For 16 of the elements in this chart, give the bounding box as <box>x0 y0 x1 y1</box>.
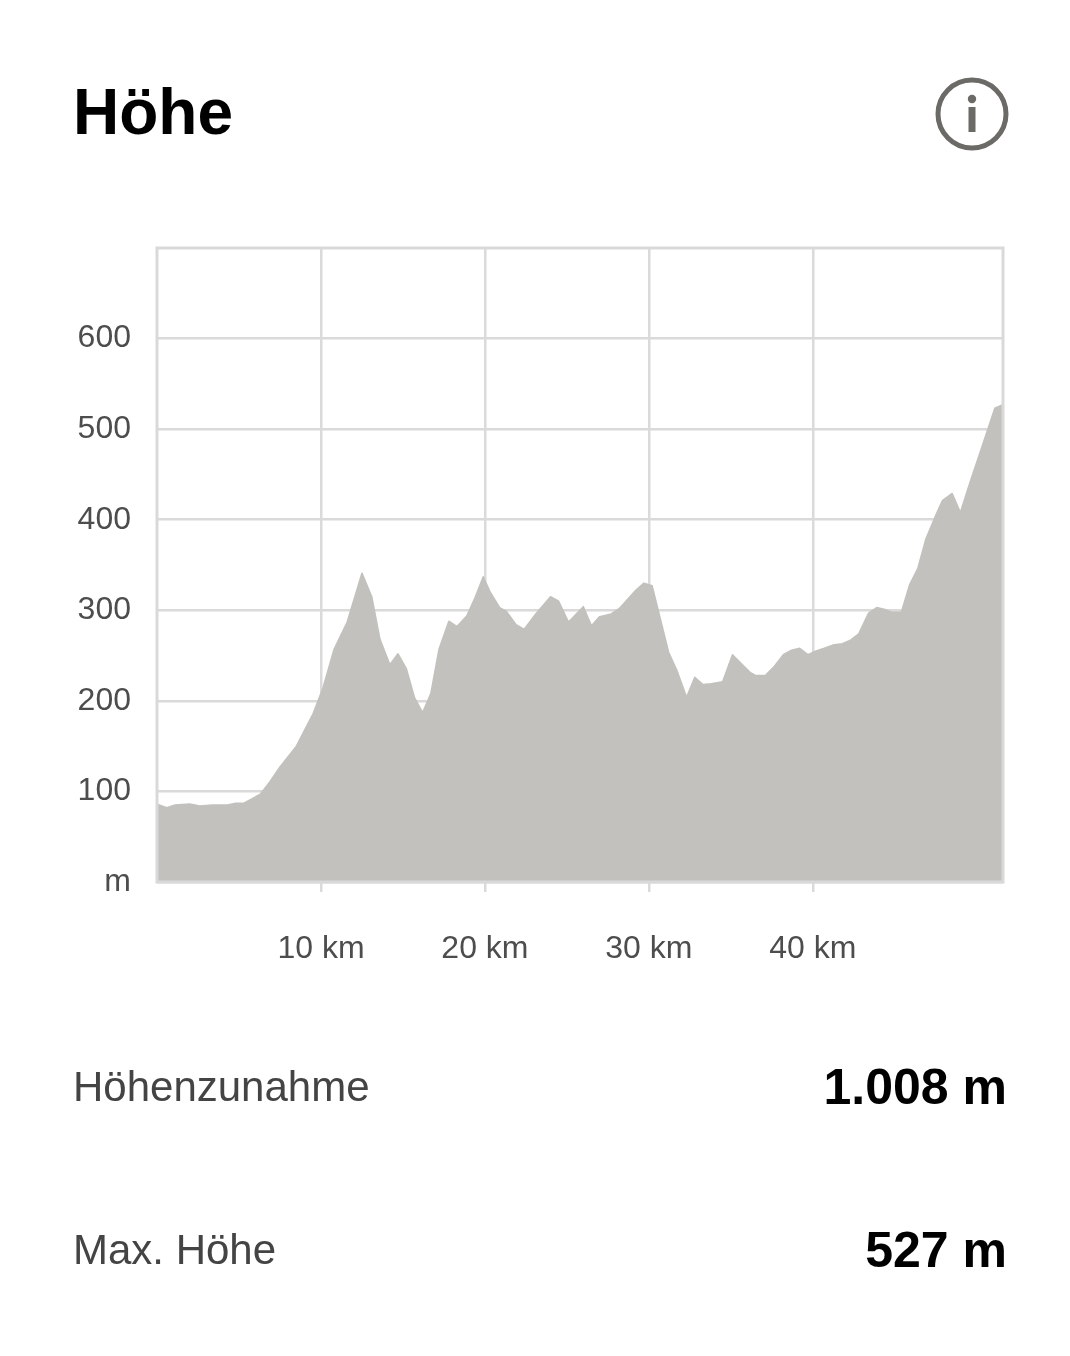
y-tick-label: 100 <box>77 771 131 808</box>
x-tick-label: 20 km <box>441 929 529 966</box>
y-tick-label: 500 <box>77 408 131 445</box>
text: 527 m <box>865 1221 1007 1279</box>
y-tick-label: 300 <box>77 590 131 627</box>
chart-title: Höhe <box>73 76 233 148</box>
x-tick-label: 10 km <box>277 929 365 966</box>
text: Max. Höhe <box>73 1226 277 1274</box>
x-tick-label: 30 km <box>605 929 693 966</box>
y-tick-label: 400 <box>77 499 131 536</box>
y-tick-label: m <box>104 861 131 898</box>
y-tick-label: 200 <box>77 680 131 717</box>
text: Höhenzunahme <box>73 1063 370 1111</box>
y-tick-label: 600 <box>77 318 131 355</box>
x-tick-label: 40 km <box>769 929 857 966</box>
text: 1.008 m <box>823 1058 1007 1116</box>
